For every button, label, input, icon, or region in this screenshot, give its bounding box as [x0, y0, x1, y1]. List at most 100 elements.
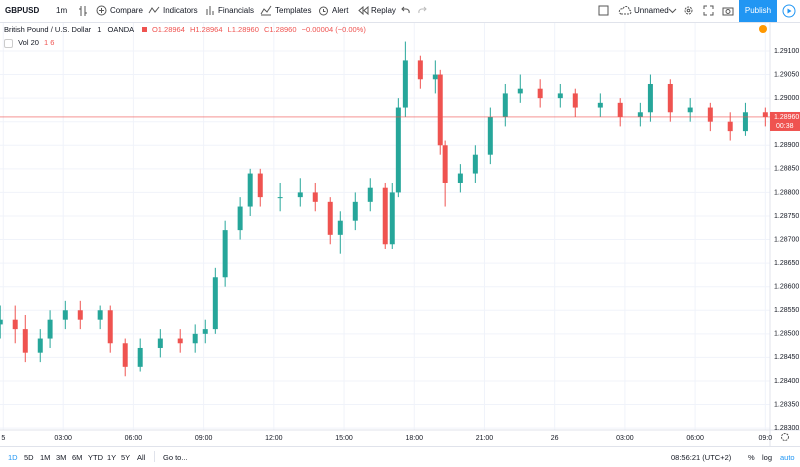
x-tick-label: 06:00 [686, 435, 704, 442]
candle-body [687, 107, 693, 113]
templates-button[interactable]: Templates [275, 6, 312, 15]
ohlc-close: C1.28960 [264, 25, 297, 34]
candle-body [77, 310, 83, 320]
ohlc-high: H1.28964 [189, 25, 223, 34]
y-tick-label: 1.28600 [774, 284, 799, 291]
fullscreen-icon[interactable] [703, 5, 714, 16]
candle-body [517, 88, 523, 94]
candle-body [157, 338, 163, 348]
ohlc-change: −0.00004 (−0.00%) [301, 25, 366, 34]
candle-body [277, 197, 283, 199]
candle-body [47, 319, 53, 339]
auto-toggle[interactable]: auto [780, 453, 795, 462]
y-tick-label: 1.29000 [774, 95, 799, 102]
indicators-icon[interactable] [148, 5, 160, 16]
replay-button[interactable]: Replay [371, 6, 396, 15]
candle-body [0, 319, 3, 325]
ohlc-low: L1.28960 [227, 25, 259, 34]
candle-body [327, 201, 333, 235]
candle-body [192, 333, 198, 344]
legend-source: OANDA [107, 25, 134, 34]
flag-icon[interactable] [141, 27, 147, 32]
warning-icon[interactable] [759, 25, 767, 33]
range-button[interactable]: All [137, 453, 146, 462]
interval[interactable]: 1m [56, 6, 68, 15]
y-tick-label: 1.28750 [774, 213, 799, 220]
candle-body [437, 74, 443, 146]
y-tick-label: 1.28700 [774, 236, 799, 243]
layout-name[interactable]: Unnamed [634, 6, 669, 15]
range-button[interactable]: 1D [8, 453, 18, 462]
candle-body [637, 112, 643, 117]
ohlc-open: O1.28964 [151, 25, 185, 34]
x-tick-label: 26 [551, 435, 559, 442]
countdown: 00:38 [776, 123, 794, 130]
compare-button[interactable]: Compare [110, 6, 143, 15]
play-icon[interactable] [782, 4, 796, 18]
candle-body [417, 60, 423, 80]
clock[interactable]: 08:56:21 (UTC+2) [671, 453, 732, 462]
bottom-bar: 1D 5D 1M 3M 6M YTD 1Y 5Y All Go to... 08… [0, 446, 800, 467]
x-tick-label: 12:00 [265, 435, 283, 442]
y-tick-label: 1.28650 [774, 260, 799, 267]
candle-body [367, 187, 373, 202]
templates-icon[interactable] [260, 5, 272, 16]
price-label: 1.28960 [774, 114, 799, 121]
financials-icon[interactable] [205, 5, 216, 16]
symbol[interactable]: GBPUSD [5, 6, 40, 15]
candle-body [312, 192, 318, 202]
log-toggle[interactable]: log [762, 453, 773, 462]
candle-body [297, 192, 303, 198]
candle-body [432, 74, 438, 80]
y-tick-label: 1.28550 [774, 307, 799, 314]
snapshot-icon[interactable] [722, 5, 734, 16]
axis-settings-icon[interactable] [781, 433, 789, 441]
y-tick-label: 1.28450 [774, 354, 799, 361]
cloud-icon[interactable] [618, 5, 632, 16]
y-tick-label: 1.28800 [774, 189, 799, 196]
candle-body [402, 60, 408, 108]
x-tick-label: 09:00 [195, 435, 213, 442]
goto-button[interactable]: Go to... [163, 453, 188, 462]
range-button[interactable]: YTD [88, 453, 103, 462]
candle-body [247, 173, 253, 207]
alert-button[interactable]: Alert [332, 6, 349, 15]
x-tick-label: 5 [1, 435, 5, 442]
candle-body [177, 338, 183, 344]
range-button[interactable]: 3M [56, 453, 67, 462]
candle-body [62, 310, 68, 320]
candle-body [202, 329, 208, 334]
range-button[interactable]: 1Y [107, 453, 117, 462]
range-button[interactable]: 5Y [121, 453, 131, 462]
collapse-icon[interactable] [4, 38, 13, 48]
publish-button[interactable]: Publish [739, 0, 777, 22]
undo-redo-icons[interactable] [401, 5, 429, 16]
candle-body [389, 192, 395, 245]
replay-icon[interactable] [358, 5, 369, 16]
candle-body [337, 220, 343, 235]
layout-icon[interactable] [598, 5, 609, 16]
settings-icon[interactable] [683, 5, 694, 16]
y-tick-label: 1.29100 [774, 48, 799, 55]
range-button[interactable]: 5D [24, 453, 34, 462]
x-tick-label: 09:0 [759, 435, 773, 442]
alert-icon[interactable] [318, 5, 329, 16]
price-label-box [770, 111, 800, 131]
legend-main: British Pound / U.S. Dollar 1 OANDA O1.2… [4, 25, 366, 36]
bar-style-icon[interactable] [78, 5, 88, 17]
candle-body [557, 93, 563, 99]
candle-body [107, 310, 113, 344]
y-tick-label: 1.28400 [774, 378, 799, 385]
chart: 1.291001.290501.290001.289501.289001.288… [0, 23, 800, 446]
x-tick-label: 21:00 [476, 435, 494, 442]
range-button[interactable]: 1M [40, 453, 51, 462]
volume-value: 1 6 [44, 38, 55, 47]
compare-icon[interactable] [96, 5, 107, 16]
percent-toggle[interactable]: % [748, 453, 755, 462]
range-button[interactable]: 6M [72, 453, 83, 462]
financials-button[interactable]: Financials [218, 6, 255, 15]
layout-chevron[interactable] [668, 6, 677, 15]
candle-body [617, 102, 623, 117]
indicators-button[interactable]: Indicators [163, 6, 198, 15]
